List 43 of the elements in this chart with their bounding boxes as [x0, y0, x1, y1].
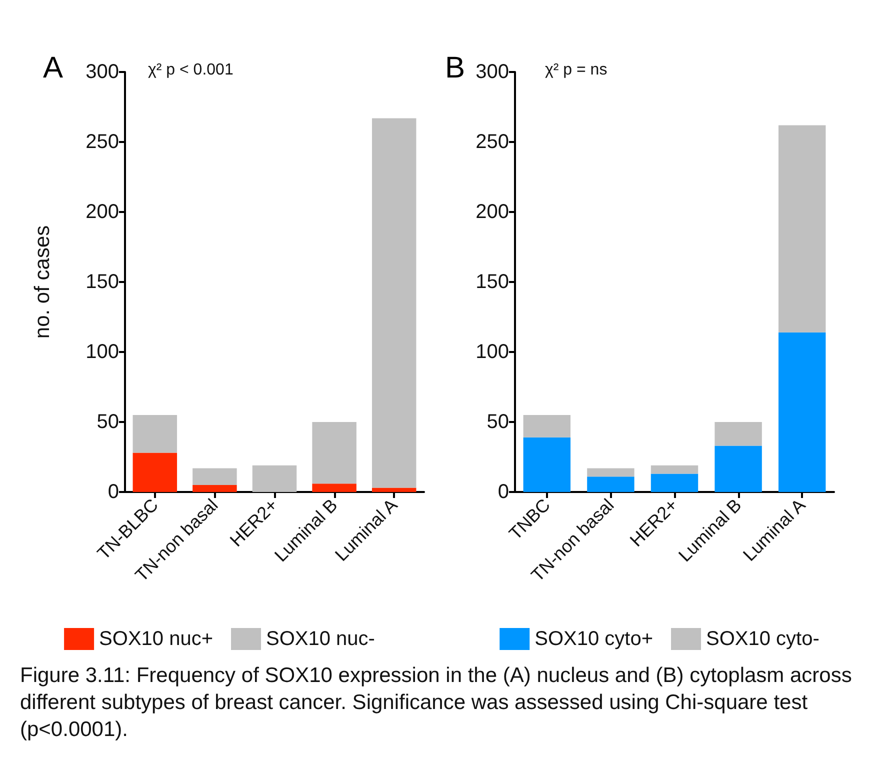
bar	[132, 415, 178, 453]
legend-label: SOX10 cyto-	[706, 628, 820, 650]
y-tick-label: 250	[476, 131, 509, 153]
bar	[714, 422, 762, 446]
bar	[132, 452, 178, 492]
y-tick-label: 200	[86, 201, 119, 223]
chart-title: B	[445, 52, 466, 84]
y-tick-label: 200	[476, 201, 509, 223]
y-tick-label: 150	[86, 271, 119, 293]
y-tick-label: 300	[476, 61, 509, 83]
bar	[714, 446, 762, 492]
y-tick-label: 250	[86, 131, 119, 153]
bar	[372, 488, 416, 492]
bar	[778, 125, 826, 332]
y-axis-title: no. of cases	[31, 225, 54, 339]
bar	[252, 465, 297, 492]
bar	[312, 484, 356, 492]
bar	[587, 468, 634, 477]
bar	[192, 468, 237, 485]
y-tick-label: 100	[86, 341, 119, 363]
chart-title: A	[43, 52, 64, 84]
y-tick-label: 50	[96, 411, 119, 433]
y-tick-label: 50	[486, 411, 509, 433]
bar	[372, 118, 416, 488]
bar	[523, 415, 571, 438]
y-tick-label: 150	[476, 271, 509, 293]
annotation: χ² p < 0.001	[148, 62, 234, 78]
bar	[650, 465, 698, 474]
legend-label: SOX10 nuc-	[266, 628, 375, 650]
y-tick-label: 100	[476, 341, 509, 363]
bar	[192, 485, 237, 492]
y-tick-label: 300	[86, 61, 119, 83]
legend-label: SOX10 nuc+	[99, 628, 214, 650]
bar	[587, 476, 634, 492]
y-tick-label: 0	[498, 481, 509, 503]
bar	[650, 474, 698, 492]
y-tick-label: 0	[108, 481, 119, 503]
bar	[778, 332, 826, 492]
annotation: χ² p = ns	[545, 62, 608, 78]
caption: Figure 3.11: Frequency of SOX10 expression in the (A) nucleus and (B) cytoplasm across different subtypes of breast cancer. Significance was assessed using Chi-square test (p<0.0001).	[20, 663, 853, 743]
bar	[523, 437, 571, 492]
legend-label: SOX10 cyto+	[534, 628, 654, 650]
bar	[312, 422, 356, 484]
